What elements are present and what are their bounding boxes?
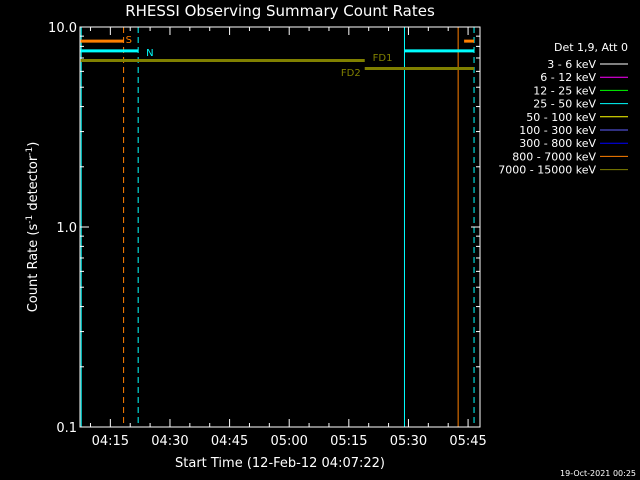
plot-area: S N FD1 FD2 bbox=[80, 27, 475, 427]
x-tick-label: 05:30 bbox=[390, 434, 427, 449]
legend-entry-label: 50 - 100 keV bbox=[526, 111, 596, 124]
legend-entry-label: 300 - 800 keV bbox=[519, 137, 596, 150]
legend-entry-label: 25 - 50 keV bbox=[533, 98, 596, 111]
x-tick-label: 05:00 bbox=[270, 434, 307, 449]
y-tick-label: 0.1 bbox=[56, 421, 77, 436]
y-label-part-end: ) bbox=[26, 142, 41, 147]
legend-entry-label: 100 - 300 keV bbox=[519, 124, 596, 137]
y-label-part-mid: detector bbox=[26, 155, 41, 215]
legend-title: Det 1,9, Att 0 bbox=[554, 41, 628, 54]
y-label-sup-1: -1 bbox=[25, 215, 35, 224]
y-tick-label: 1.0 bbox=[56, 221, 77, 236]
x-tick-label: 05:45 bbox=[449, 434, 486, 449]
annotation-s: S bbox=[126, 35, 132, 46]
y-axis-label: Count Rate (s-1 detector-1) bbox=[25, 142, 41, 313]
x-tick-label: 04:15 bbox=[92, 434, 129, 449]
axes: 04:15 04:30 04:45 05:00 05:15 05:30 05:45 0.1 1.… bbox=[48, 21, 487, 449]
x-tick-label: 05:15 bbox=[330, 434, 367, 449]
x-axis-label: Start Time (12-Feb-12 04:07:22) bbox=[175, 456, 385, 471]
y-tick-label: 10.0 bbox=[48, 21, 77, 36]
legend-entry-label: 12 - 25 keV bbox=[533, 84, 596, 97]
annotation-fd2: FD2 bbox=[341, 68, 361, 79]
legend-entry-label: 6 - 12 keV bbox=[540, 71, 596, 84]
chart-title: RHESSI Observing Summary Count Rates bbox=[125, 2, 435, 20]
y-label-part-main: Count Rate (s bbox=[26, 224, 41, 313]
y-label-sup-2: -1 bbox=[25, 147, 35, 156]
x-tick-label: 04:30 bbox=[151, 434, 188, 449]
x-tick-label: 04:45 bbox=[211, 434, 248, 449]
annotation-n: N bbox=[146, 48, 153, 59]
annotation-fd1: FD1 bbox=[373, 53, 393, 64]
legend-entry-label: 800 - 7000 keV bbox=[512, 150, 596, 163]
legend-entry-label: 3 - 6 keV bbox=[547, 58, 596, 71]
legend-entry-label: 7000 - 15000 keV bbox=[498, 164, 596, 177]
generation-timestamp: 19-Oct-2021 00:25 bbox=[560, 469, 636, 478]
